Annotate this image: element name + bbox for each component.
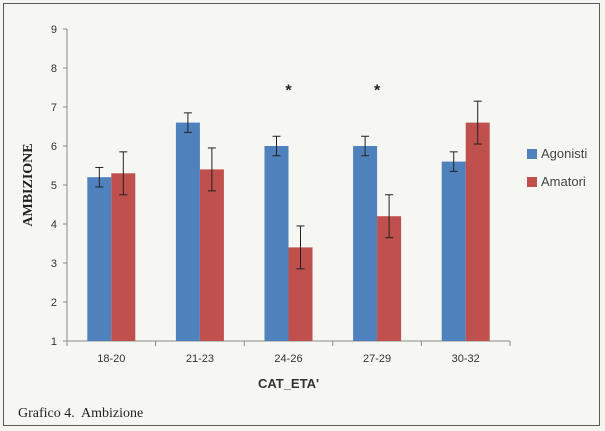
x-axis-label: CAT_ETA' (258, 376, 319, 391)
legend-swatch (527, 149, 537, 159)
x-tick-label: 21-23 (186, 353, 214, 365)
legend: Agonisti Amatori (527, 146, 587, 189)
y-tick-label: 5 (51, 180, 57, 192)
x-tick-label: 24-26 (274, 353, 302, 365)
y-tick-label: 2 (51, 297, 57, 309)
legend-swatch (527, 177, 537, 187)
x-tick-label: 27-29 (363, 353, 391, 365)
significance-marker: * (374, 82, 381, 99)
bar-agonisti (353, 146, 378, 341)
y-tick-label: 3 (51, 258, 57, 270)
y-tick-label: 4 (51, 219, 57, 231)
x-tick-label: 30-32 (452, 353, 480, 365)
bar-agonisti (87, 177, 112, 341)
bar-amatori (465, 122, 490, 341)
bar-agonisti (175, 122, 200, 341)
y-axis: 1 2 3 4 5 6 7 8 9 (51, 24, 68, 348)
bar-agonisti (441, 161, 466, 341)
figure-caption: Grafico 4. Ambizione (18, 406, 144, 421)
bar-agonisti (264, 146, 289, 341)
y-tick-label: 9 (51, 24, 57, 36)
error-bars (95, 100, 482, 270)
x-tick-label: 18-20 (97, 353, 125, 365)
y-tick-label: 7 (51, 102, 57, 114)
y-tick-label: 6 (51, 141, 57, 153)
legend-label: Amatori (541, 174, 586, 189)
y-tick-label: 8 (51, 63, 57, 75)
legend-label: Agonisti (541, 146, 587, 161)
annotations: * * (285, 82, 381, 99)
bar-amatori (111, 173, 136, 341)
bars (87, 122, 490, 341)
y-axis-label: AMBIZIONE (21, 143, 36, 226)
significance-marker: * (285, 82, 292, 99)
x-axis: 18-20 21-23 24-26 27-29 30-32 (66, 340, 511, 365)
bar-amatori (199, 169, 224, 341)
y-tick-label: 1 (51, 336, 57, 348)
